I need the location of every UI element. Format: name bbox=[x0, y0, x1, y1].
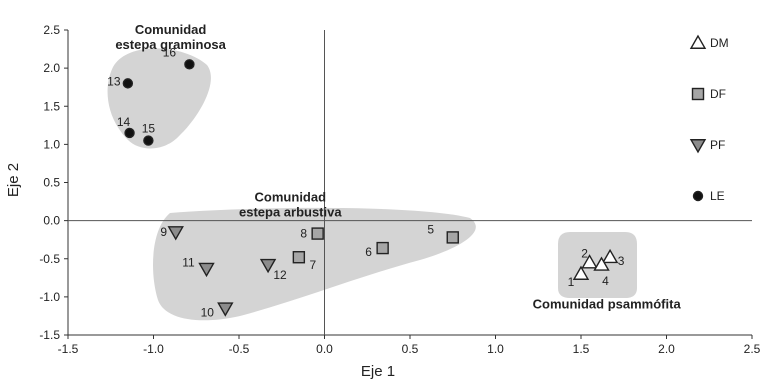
legend-marker-dm bbox=[689, 34, 707, 49]
x-tick-label: 2.5 bbox=[744, 342, 761, 356]
point-label: 1 bbox=[568, 275, 575, 289]
hull-estepa-arbustiva bbox=[153, 207, 476, 321]
marker-pf-10 bbox=[217, 302, 234, 317]
axes bbox=[64, 29, 753, 339]
y-tick-label: 0.0 bbox=[43, 214, 60, 228]
legend-label: DF bbox=[710, 87, 726, 101]
y-tick-label: 2.5 bbox=[43, 23, 60, 37]
group-label-line: Comunidad psammófita bbox=[533, 296, 682, 311]
y-tick-label: 2.0 bbox=[43, 61, 60, 75]
marker-pf-12 bbox=[259, 258, 277, 274]
point-label: 14 bbox=[117, 115, 131, 129]
x-tick-labels: -1.5 -1.0 -0.5 0.0 0.5 1.0 1.5 2.0 2.5 bbox=[58, 342, 761, 356]
group-label: Comunidad estepa graminosa bbox=[115, 22, 226, 52]
point-label: 5 bbox=[427, 222, 434, 236]
legend-marker-pf bbox=[689, 139, 707, 154]
marker-pf-11 bbox=[198, 262, 215, 278]
y-tick-label: -1.0 bbox=[39, 290, 60, 304]
point-label: 2 bbox=[581, 247, 588, 261]
y-tick-label: 1.0 bbox=[43, 137, 60, 151]
group-label: Comunidad psammófita bbox=[533, 296, 682, 311]
hull-estepa-graminosa bbox=[107, 48, 211, 149]
point-label: 7 bbox=[310, 258, 317, 272]
x-tick-label: 0.0 bbox=[316, 342, 333, 356]
x-tick-label: 2.0 bbox=[658, 342, 675, 356]
legend-label: PF bbox=[710, 138, 725, 152]
legend: DM DF PF LE bbox=[689, 34, 729, 203]
marker-dm-3 bbox=[601, 248, 619, 264]
point-label: 4 bbox=[602, 274, 609, 288]
legend-label: DM bbox=[710, 36, 729, 50]
legend-marker-df bbox=[691, 87, 705, 101]
marker-le-14 bbox=[124, 127, 135, 139]
y-tick-label: 0.5 bbox=[43, 176, 60, 190]
x-tick-label: 0.5 bbox=[402, 342, 419, 356]
legend-marker-le bbox=[692, 190, 704, 202]
y-tick-label: 1.5 bbox=[43, 99, 60, 113]
point-label: 6 bbox=[365, 245, 372, 259]
point-label: 9 bbox=[160, 225, 167, 239]
point-label: 10 bbox=[201, 305, 215, 319]
marker-le-13 bbox=[122, 78, 134, 89]
marker-df-8 bbox=[311, 227, 324, 240]
x-tick-label: -0.5 bbox=[229, 342, 250, 356]
group-label-line: estepa graminosa bbox=[115, 37, 226, 52]
point-label: 16 bbox=[163, 45, 177, 59]
y-tick-label: -1.5 bbox=[39, 328, 60, 342]
group-label-line: estepa arbustiva bbox=[239, 205, 342, 220]
marker-le-15 bbox=[143, 135, 154, 146]
y-tick-labels: 2.5 2.0 1.5 1.0 0.5 0.0 -0.5 -1.0 -1.5 bbox=[39, 23, 60, 342]
point-label: 15 bbox=[142, 122, 156, 136]
group-hulls bbox=[107, 48, 637, 321]
marker-df-5 bbox=[446, 231, 459, 244]
marker-dm-4 bbox=[593, 256, 610, 271]
x-tick-label: -1.5 bbox=[58, 342, 79, 356]
group-label: Comunidad estepa arbustiva bbox=[239, 190, 342, 220]
x-axis-title: Eje 1 bbox=[361, 363, 395, 380]
point-label: 3 bbox=[618, 254, 625, 268]
point-label: 8 bbox=[300, 227, 307, 241]
point-label: 11 bbox=[182, 256, 195, 270]
marker-df-6 bbox=[376, 241, 389, 255]
x-tick-label: -1.0 bbox=[143, 342, 164, 356]
legend-label: LE bbox=[710, 189, 725, 203]
group-label-line: Comunidad bbox=[255, 190, 327, 205]
point-label: 12 bbox=[273, 268, 287, 282]
x-tick-label: 1.5 bbox=[573, 342, 590, 356]
group-label-line: Comunidad bbox=[135, 22, 207, 37]
marker-dm-2 bbox=[581, 254, 598, 269]
marker-pf-9 bbox=[167, 226, 184, 241]
y-axis-title: Eje 2 bbox=[5, 163, 22, 197]
point-label: 13 bbox=[107, 74, 121, 88]
x-tick-label: 1.0 bbox=[487, 342, 504, 356]
markers bbox=[122, 59, 619, 317]
marker-dm-1 bbox=[572, 265, 590, 280]
marker-df-7 bbox=[292, 251, 306, 264]
marker-le-16 bbox=[184, 59, 195, 70]
y-tick-label: -0.5 bbox=[39, 252, 60, 266]
